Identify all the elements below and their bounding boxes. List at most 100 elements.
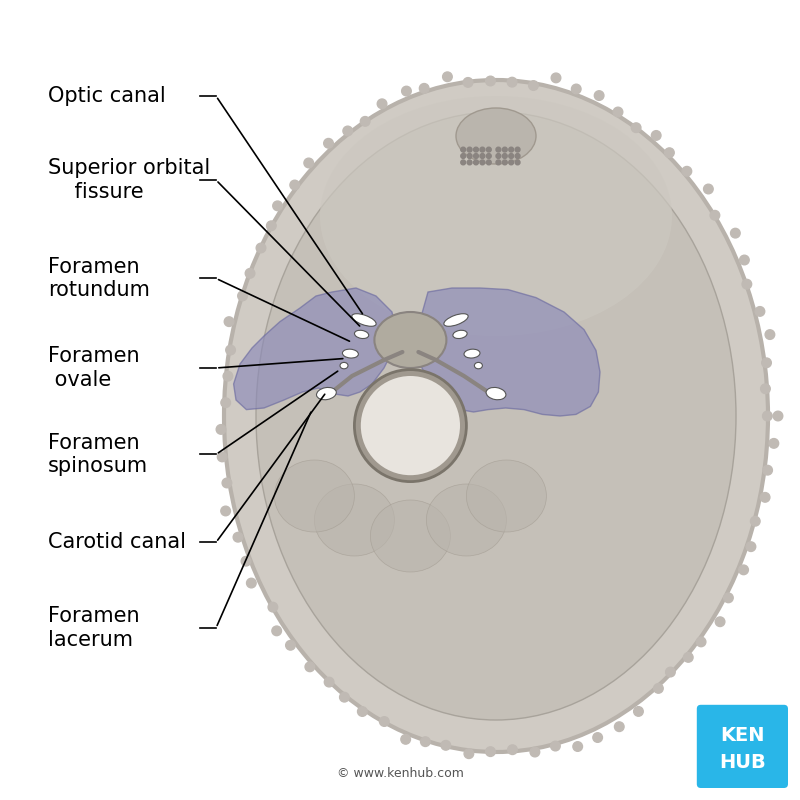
Text: Foramen
lacerum: Foramen lacerum [48, 606, 140, 650]
Circle shape [515, 147, 520, 152]
Circle shape [480, 147, 485, 152]
Circle shape [496, 147, 501, 152]
Circle shape [231, 506, 241, 516]
Circle shape [766, 358, 776, 368]
Circle shape [591, 94, 601, 103]
Text: Foramen
 ovale: Foramen ovale [48, 346, 140, 390]
Circle shape [245, 265, 254, 274]
Text: Foramen
rotundum: Foramen rotundum [48, 257, 150, 300]
Circle shape [508, 749, 518, 758]
Circle shape [748, 306, 758, 315]
Circle shape [221, 343, 230, 353]
Circle shape [654, 691, 663, 701]
Circle shape [360, 114, 370, 123]
Circle shape [361, 376, 460, 475]
Circle shape [614, 107, 624, 117]
Text: Foramen
spinοsum: Foramen spinοsum [48, 433, 148, 476]
Circle shape [773, 384, 782, 394]
Circle shape [237, 530, 246, 539]
Circle shape [461, 154, 466, 158]
Circle shape [381, 717, 390, 726]
Circle shape [290, 642, 300, 651]
Circle shape [765, 330, 774, 339]
Circle shape [771, 411, 781, 421]
Circle shape [216, 451, 226, 461]
Circle shape [574, 90, 583, 100]
Circle shape [712, 612, 722, 622]
Circle shape [274, 627, 284, 637]
Circle shape [704, 632, 714, 642]
Circle shape [247, 554, 257, 564]
Circle shape [339, 122, 349, 132]
Circle shape [480, 154, 485, 158]
Circle shape [467, 147, 472, 152]
Circle shape [310, 660, 319, 670]
Circle shape [486, 750, 495, 759]
Circle shape [486, 160, 491, 165]
Ellipse shape [354, 330, 369, 338]
Circle shape [515, 160, 520, 165]
Circle shape [496, 160, 501, 165]
Ellipse shape [444, 314, 468, 326]
Circle shape [486, 70, 495, 80]
Circle shape [262, 218, 272, 228]
Circle shape [761, 411, 770, 421]
Circle shape [515, 154, 520, 158]
Circle shape [218, 478, 227, 487]
Circle shape [502, 154, 507, 158]
Circle shape [612, 720, 622, 730]
Circle shape [502, 160, 507, 165]
Circle shape [272, 200, 282, 210]
Circle shape [751, 543, 761, 553]
Ellipse shape [466, 460, 546, 532]
Circle shape [250, 579, 259, 589]
Circle shape [419, 735, 429, 745]
Circle shape [354, 370, 466, 482]
Ellipse shape [340, 362, 348, 369]
Ellipse shape [256, 112, 736, 720]
Circle shape [594, 724, 604, 734]
Ellipse shape [464, 349, 480, 358]
Text: HUB: HUB [719, 753, 766, 772]
Circle shape [467, 154, 472, 158]
Circle shape [770, 465, 779, 474]
Polygon shape [234, 288, 396, 410]
Circle shape [648, 135, 658, 145]
Polygon shape [416, 288, 600, 416]
Circle shape [509, 154, 514, 158]
Circle shape [221, 425, 230, 434]
Circle shape [474, 147, 478, 152]
Circle shape [496, 154, 501, 158]
Circle shape [727, 589, 737, 598]
Circle shape [727, 230, 737, 239]
Circle shape [461, 160, 466, 165]
Text: Carotid canal: Carotid canal [48, 533, 186, 552]
Circle shape [467, 160, 472, 165]
Ellipse shape [453, 330, 467, 338]
Circle shape [463, 73, 473, 82]
Ellipse shape [224, 80, 768, 752]
Circle shape [665, 150, 674, 160]
Circle shape [338, 698, 348, 707]
Circle shape [441, 746, 450, 756]
Circle shape [731, 568, 741, 578]
Circle shape [248, 246, 258, 255]
Circle shape [379, 103, 389, 113]
Circle shape [357, 710, 366, 719]
Circle shape [261, 602, 270, 611]
Ellipse shape [474, 362, 482, 369]
Circle shape [715, 207, 725, 217]
Ellipse shape [352, 314, 376, 326]
Ellipse shape [317, 387, 336, 400]
Circle shape [398, 88, 408, 98]
Circle shape [508, 72, 518, 82]
Text: Optic canal: Optic canal [48, 86, 166, 106]
Text: Superior orbital
    fissure: Superior orbital fissure [48, 158, 210, 202]
FancyBboxPatch shape [697, 705, 788, 788]
Circle shape [551, 741, 561, 750]
Ellipse shape [274, 460, 354, 532]
Ellipse shape [370, 500, 450, 572]
Circle shape [474, 160, 478, 165]
Text: © www.kenhub.com: © www.kenhub.com [337, 767, 463, 780]
Circle shape [743, 282, 753, 291]
